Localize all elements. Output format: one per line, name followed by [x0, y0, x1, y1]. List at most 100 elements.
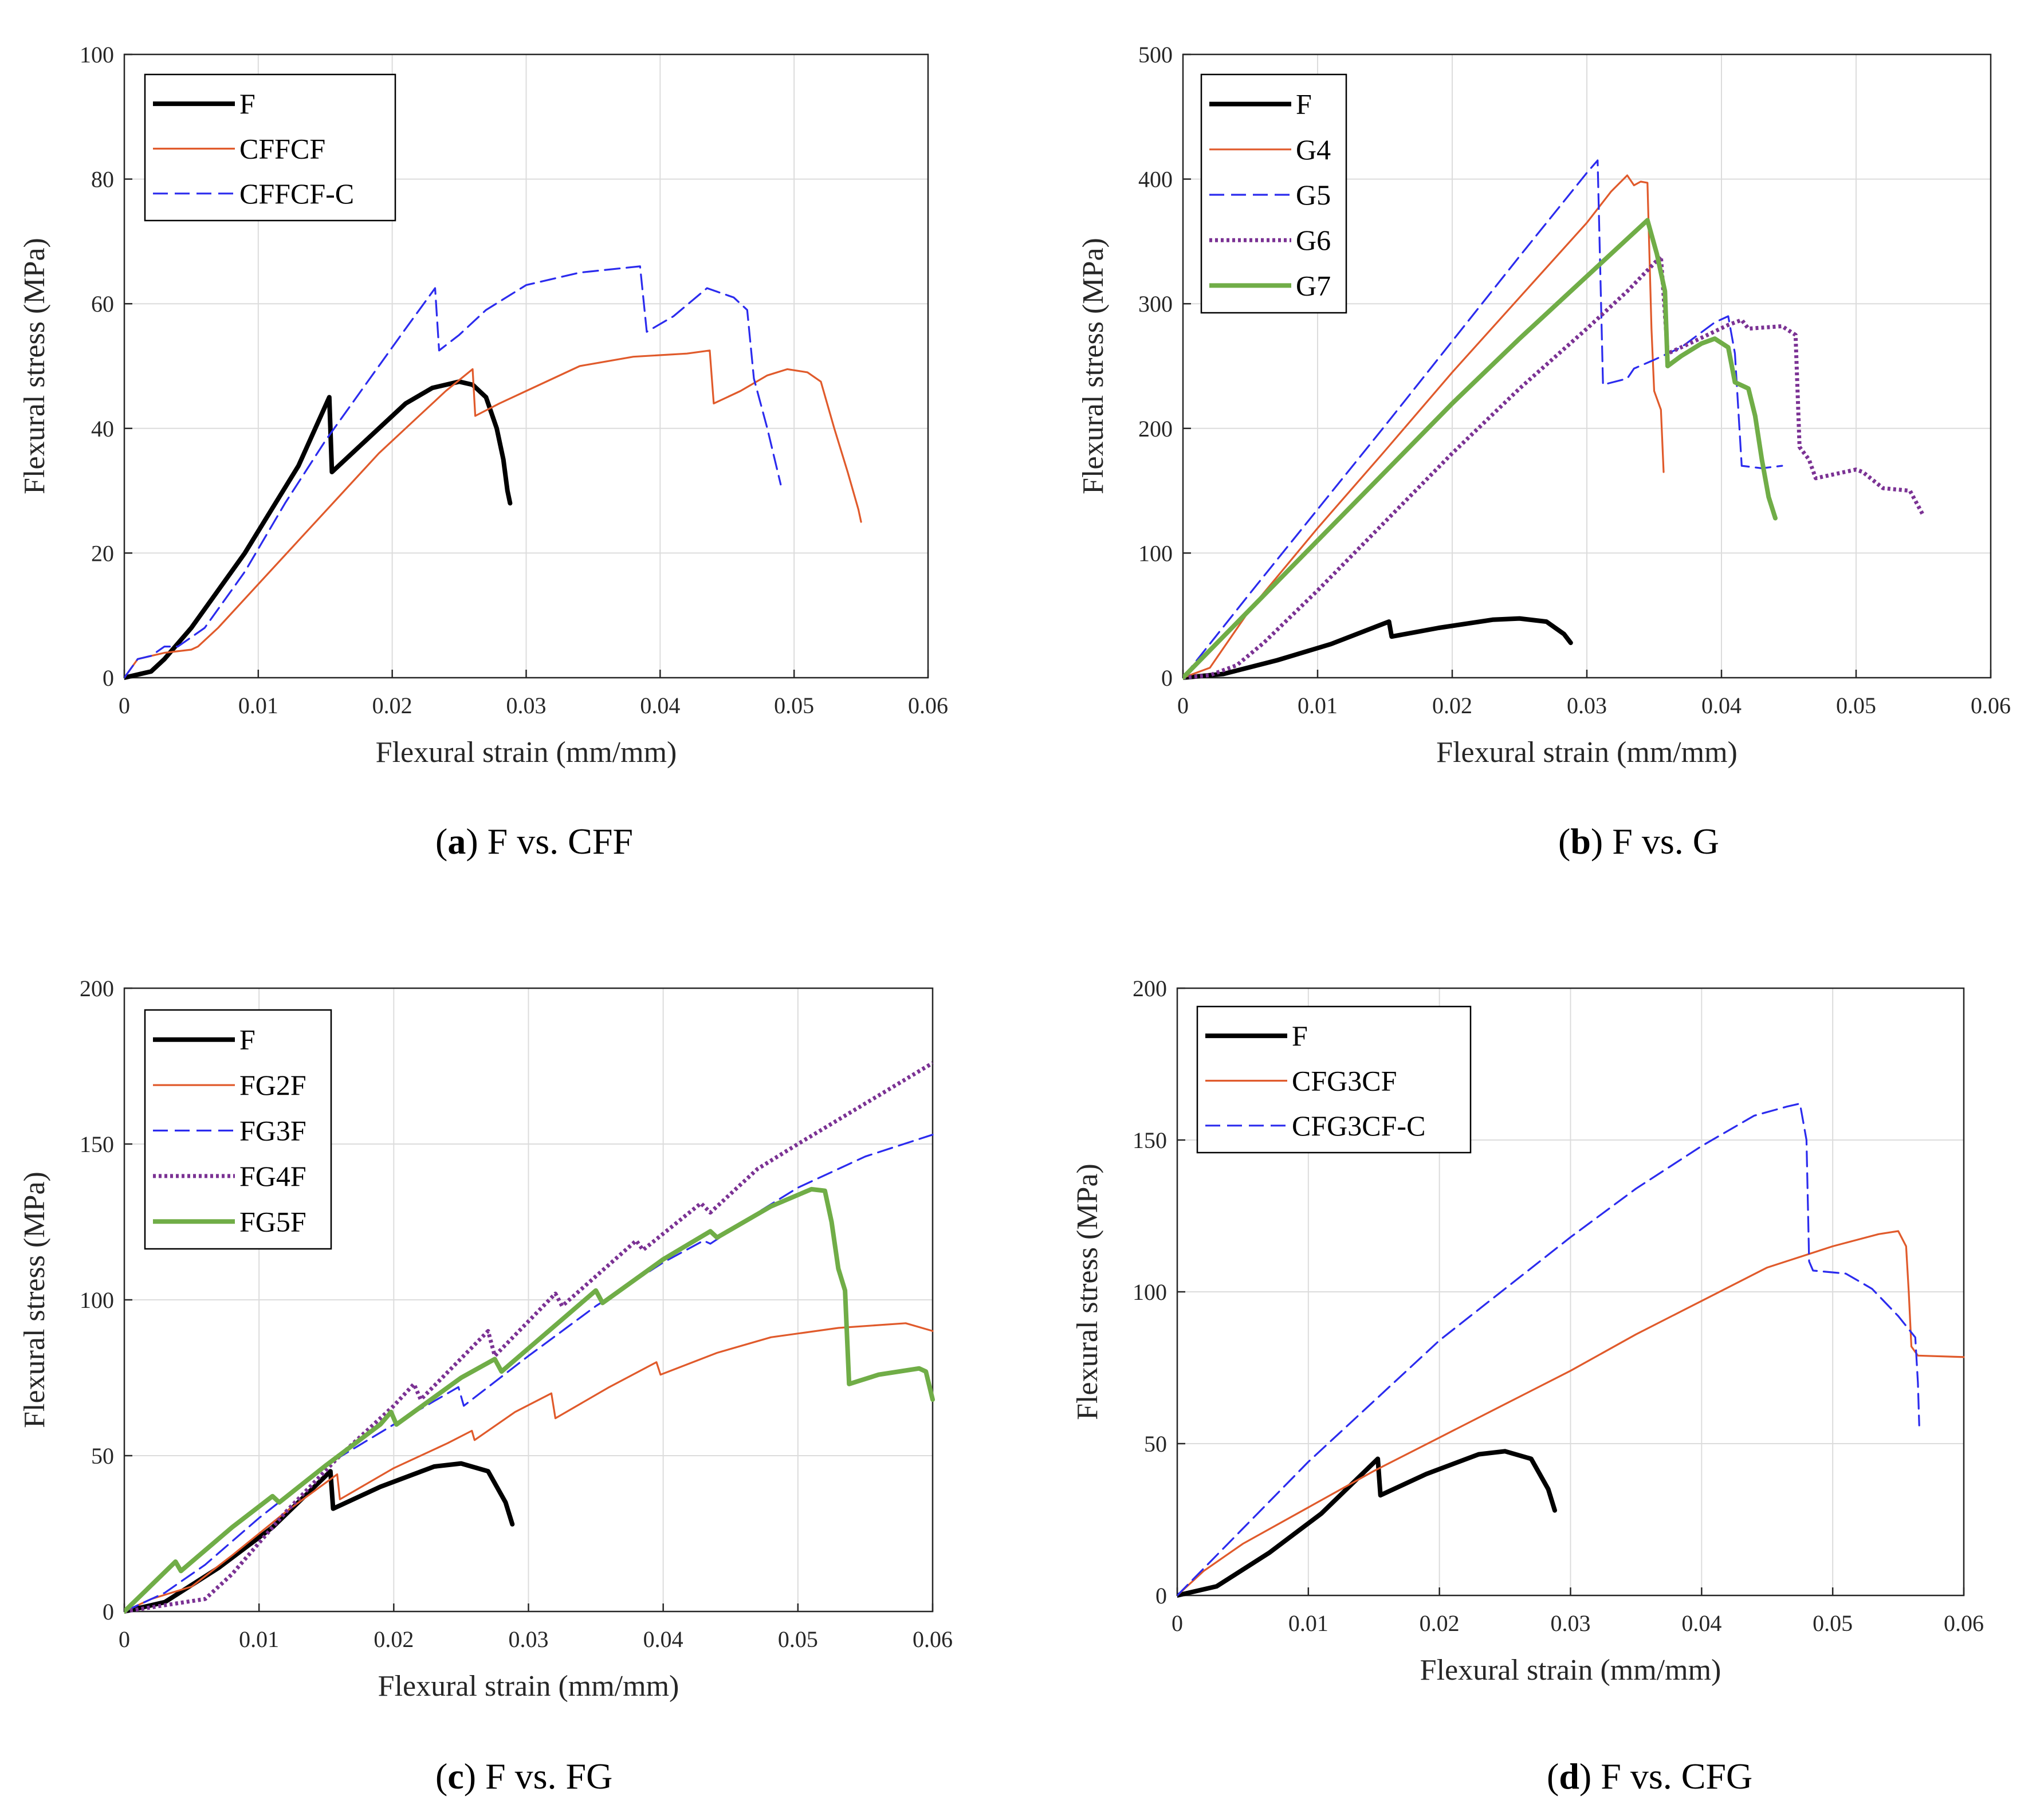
- caption-part: ): [466, 821, 478, 862]
- series-line-fg4f: [124, 1061, 934, 1614]
- x-tick-label: 0.01: [1288, 1610, 1328, 1636]
- x-tick-label: 0: [119, 693, 130, 718]
- x-tick-label: 0.01: [1298, 693, 1338, 718]
- legend: F CFG3CF CFG3CF-C: [1196, 1005, 1472, 1154]
- series-line-cfg3cf: [1177, 1230, 1965, 1597]
- x-tick-label: 0.04: [640, 693, 680, 718]
- y-tick-label: 0: [1155, 1583, 1167, 1609]
- x-tick-label: 0.02: [1432, 693, 1472, 718]
- y-tick-label: 0: [103, 665, 114, 691]
- y-tick-label: 80: [91, 167, 114, 192]
- x-tick-label: 0.03: [1551, 1610, 1591, 1636]
- legend-box: [144, 1009, 332, 1250]
- x-tick-label: 0.01: [238, 693, 278, 718]
- x-tick-label: 0.04: [643, 1626, 683, 1652]
- legend-box: [1200, 73, 1347, 314]
- x-tick-label: 0: [1177, 693, 1189, 718]
- y-tick-label: 500: [1138, 42, 1173, 68]
- caption-part: (: [435, 821, 447, 862]
- x-tick-label: 0.06: [913, 1626, 953, 1652]
- chart-panel-d: 0 0.01 0.02 0.03 0.04 0.05 0.06 0 50 100 150 200 Fle…: [1071, 976, 1984, 1797]
- y-tick-label: 150: [80, 1131, 114, 1157]
- y-tick-label: 100: [1138, 540, 1173, 566]
- chart-panel-a: 0 0.01 0.02 0.03 0.04 0.05 0.06 0 20 40 60 80 100 Fle…: [18, 42, 948, 862]
- x-tick-label: 0: [119, 1626, 130, 1652]
- y-tick-label: 0: [103, 1599, 114, 1625]
- legend-label-f: F: [1292, 1020, 1308, 1052]
- x-tick-label: 0.03: [509, 1626, 549, 1652]
- legend-label-f: F: [1296, 88, 1312, 120]
- y-tick-label: 0: [1161, 665, 1173, 691]
- panel-caption-a: (a) F vs. CFF: [435, 821, 633, 862]
- legend: F CFFCF CFFCF-C: [144, 73, 396, 222]
- caption-part: ): [464, 1756, 476, 1797]
- series-line-g7: [1183, 218, 1778, 680]
- x-tick-label: 0.05: [1813, 1610, 1853, 1636]
- x-tick-label: 0.02: [372, 693, 412, 718]
- chart-panel-b: 0 0.01 0.02 0.03 0.04 0.05 0.06 0 100 200 300 400 50…: [1077, 42, 2011, 862]
- legend-label-cfg3cf: CFG3CF: [1292, 1065, 1397, 1097]
- x-tick-label: 0.05: [778, 1626, 818, 1652]
- x-tick-label: 0.01: [239, 1626, 279, 1652]
- x-axis-label: Flexural strain (mm/mm): [378, 1670, 679, 1703]
- x-tick-label: 0.04: [1681, 1610, 1721, 1636]
- caption-letter: a: [447, 821, 466, 862]
- caption-part: F vs. FG: [476, 1756, 612, 1797]
- y-tick-label: 40: [91, 416, 114, 442]
- series-line-cffcf-c: [124, 265, 782, 679]
- y-tick-label: 150: [1133, 1127, 1167, 1153]
- caption-letter: b: [1570, 821, 1591, 862]
- legend-label-g4: G4: [1296, 133, 1331, 166]
- x-tick-label: 0.06: [1944, 1610, 1984, 1636]
- series-line-cfg3cf-c: [1177, 1102, 1920, 1597]
- y-tick-label: 100: [80, 42, 114, 68]
- y-axis-label: Flexural stress (MPa): [18, 1172, 51, 1428]
- legend-label-cffcf: CFFCF: [239, 133, 325, 165]
- y-tick-label: 200: [80, 976, 114, 1001]
- x-axis-label: Flexural strain (mm/mm): [1420, 1654, 1721, 1687]
- y-tick-label: 200: [1138, 416, 1173, 442]
- series-group: [124, 265, 862, 680]
- y-tick-label: 60: [91, 291, 114, 317]
- legend-label-fg2f: FG2F: [239, 1069, 306, 1101]
- caption-part: F vs. G: [1603, 821, 1719, 862]
- legend-label-fg3f: FG3F: [239, 1115, 306, 1147]
- legend: F FG2F FG3F FG4F FG5F: [144, 1009, 332, 1250]
- y-tick-label: 50: [91, 1443, 114, 1469]
- chart-panel-c: 0 0.01 0.02 0.03 0.04 0.05 0.06 0 50 100 150 200 Fle…: [18, 976, 953, 1797]
- caption-part: F vs. CFF: [478, 821, 633, 862]
- y-axis-label: Flexural stress (MPa): [1077, 238, 1110, 494]
- x-tick-label: 0.06: [1971, 693, 2011, 718]
- caption-letter: d: [1559, 1756, 1579, 1797]
- y-tick-label: 50: [1144, 1431, 1167, 1457]
- y-axis-label: Flexural stress (MPa): [1071, 1164, 1104, 1420]
- x-tick-label: 0.06: [908, 693, 948, 718]
- caption-part: (: [1547, 1756, 1559, 1797]
- y-tick-label: 300: [1138, 291, 1173, 317]
- legend-label-g7: G7: [1296, 269, 1331, 301]
- legend-label-g5: G5: [1296, 179, 1331, 211]
- y-tick-label: 200: [1133, 976, 1167, 1001]
- x-tick-label: 0.03: [506, 693, 547, 718]
- series-line-fg5f: [124, 1186, 935, 1614]
- series-line-f: [1177, 1449, 1557, 1598]
- legend-label-f: F: [239, 88, 256, 120]
- series-line-g6: [1183, 254, 1925, 680]
- series-group: [1183, 159, 1925, 680]
- x-tick-label: 0.02: [374, 1626, 414, 1652]
- legend-box: [1196, 1005, 1472, 1154]
- y-tick-label: 100: [80, 1287, 114, 1313]
- y-tick-label: 400: [1138, 167, 1173, 192]
- x-tick-label: 0.05: [1836, 693, 1876, 718]
- series-line-fg2f: [124, 1322, 934, 1613]
- legend-label-cffcf-c: CFFCF-C: [239, 178, 354, 210]
- series-line-g4: [1183, 174, 1665, 679]
- series-line-f: [1183, 616, 1573, 680]
- x-tick-label: 0: [1172, 1610, 1183, 1636]
- legend: F G4 G5 G6 G7: [1200, 73, 1347, 314]
- panel-caption-b: (b) F vs. G: [1558, 821, 1719, 862]
- panel-caption-c: (c) F vs. FG: [435, 1756, 612, 1797]
- series-line-g5: [1183, 159, 1783, 679]
- legend-label-g6: G6: [1296, 224, 1331, 256]
